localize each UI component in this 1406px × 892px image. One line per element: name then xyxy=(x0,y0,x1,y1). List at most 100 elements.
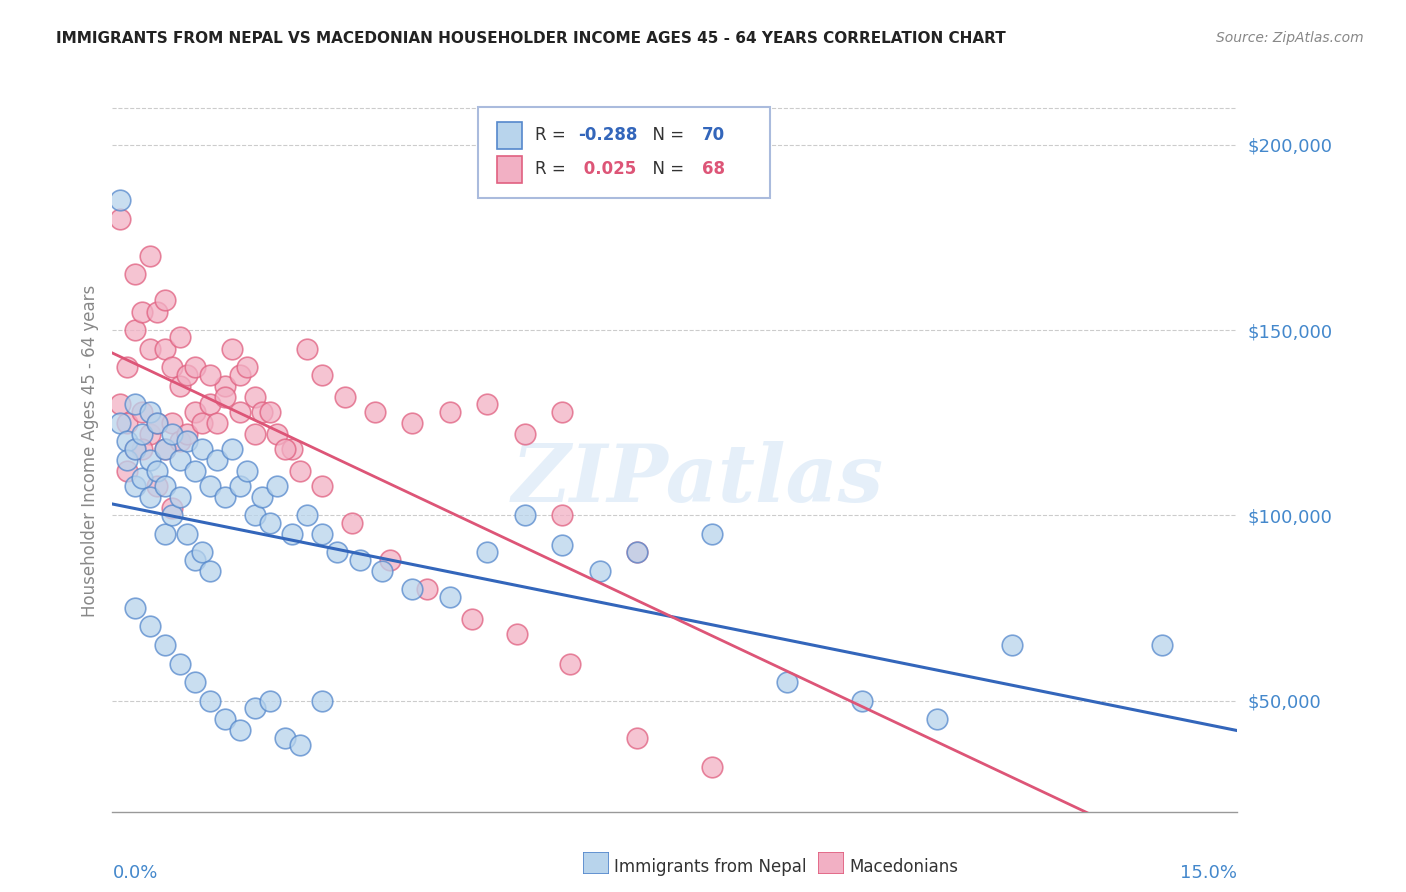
Point xyxy=(184,404,207,418)
Point xyxy=(401,416,423,430)
Point xyxy=(551,404,574,418)
Point xyxy=(288,464,311,478)
Point xyxy=(589,564,612,578)
Point xyxy=(229,368,252,382)
Point xyxy=(153,293,176,308)
Text: IMMIGRANTS FROM NEPAL VS MACEDONIAN HOUSEHOLDER INCOME AGES 45 - 64 YEARS CORREL: IMMIGRANTS FROM NEPAL VS MACEDONIAN HOUS… xyxy=(56,31,1005,46)
Point xyxy=(162,508,184,523)
Point xyxy=(124,268,146,282)
Point xyxy=(378,553,401,567)
Point xyxy=(551,508,574,523)
Point xyxy=(146,464,169,478)
Point xyxy=(461,612,484,626)
Point xyxy=(477,545,499,559)
Point xyxy=(229,478,252,492)
Point xyxy=(702,760,724,774)
Point xyxy=(236,464,259,478)
Point xyxy=(184,464,207,478)
Text: Macedonians: Macedonians xyxy=(849,858,959,876)
Point xyxy=(311,526,333,541)
Point xyxy=(176,434,198,449)
Point xyxy=(288,738,311,752)
Point xyxy=(146,478,169,492)
Point xyxy=(477,397,499,411)
Text: Immigrants from Nepal: Immigrants from Nepal xyxy=(614,858,807,876)
Point xyxy=(139,342,162,356)
Point xyxy=(124,442,146,456)
Point xyxy=(169,434,191,449)
Point xyxy=(439,590,461,604)
Point xyxy=(229,404,252,418)
Point xyxy=(198,368,221,382)
Point xyxy=(108,397,131,411)
Point xyxy=(243,426,266,441)
Point xyxy=(169,330,191,344)
Point xyxy=(184,675,207,690)
Point xyxy=(297,342,319,356)
Point xyxy=(124,397,146,411)
Point xyxy=(371,564,394,578)
Point xyxy=(702,526,724,541)
Point xyxy=(214,378,236,392)
Point xyxy=(117,360,139,375)
Point xyxy=(266,478,288,492)
Point xyxy=(1152,638,1174,652)
Point xyxy=(243,701,266,715)
Point xyxy=(243,390,266,404)
Text: N =: N = xyxy=(643,127,689,145)
Point xyxy=(927,712,949,726)
Point xyxy=(131,442,153,456)
Point xyxy=(124,601,146,615)
Point xyxy=(311,478,333,492)
Point xyxy=(236,360,259,375)
Point xyxy=(558,657,581,671)
Point xyxy=(281,442,304,456)
Point xyxy=(191,442,214,456)
FancyBboxPatch shape xyxy=(498,121,522,149)
Point xyxy=(1001,638,1024,652)
Point xyxy=(281,526,304,541)
Point xyxy=(776,675,799,690)
Point xyxy=(214,490,236,504)
Point xyxy=(191,416,214,430)
Point xyxy=(117,464,139,478)
Point xyxy=(297,508,319,523)
Point xyxy=(131,404,153,418)
Text: ZIPatlas: ZIPatlas xyxy=(512,441,883,518)
Point xyxy=(131,426,153,441)
Point xyxy=(176,368,198,382)
Point xyxy=(274,442,297,456)
Point xyxy=(153,638,176,652)
Point xyxy=(162,426,184,441)
Text: 68: 68 xyxy=(702,161,725,178)
Point xyxy=(131,304,153,318)
Point xyxy=(207,416,229,430)
Point xyxy=(153,478,176,492)
Point xyxy=(124,442,146,456)
Point xyxy=(176,526,198,541)
Point xyxy=(626,731,648,745)
Point xyxy=(162,500,184,515)
Point xyxy=(198,564,221,578)
Point xyxy=(259,516,281,530)
Point xyxy=(108,416,131,430)
Point xyxy=(416,582,439,597)
Point xyxy=(198,478,221,492)
Point xyxy=(139,490,162,504)
Point xyxy=(124,478,146,492)
Point xyxy=(513,508,536,523)
Point xyxy=(139,404,162,418)
Point xyxy=(184,553,207,567)
Point xyxy=(207,452,229,467)
Point xyxy=(214,712,236,726)
Point xyxy=(326,545,349,559)
Point xyxy=(198,693,221,707)
Point xyxy=(153,442,176,456)
Text: 70: 70 xyxy=(702,127,725,145)
Point xyxy=(139,249,162,263)
Point xyxy=(311,368,333,382)
Point xyxy=(108,194,131,208)
Point xyxy=(108,211,131,226)
Point xyxy=(146,416,169,430)
Point xyxy=(117,452,139,467)
